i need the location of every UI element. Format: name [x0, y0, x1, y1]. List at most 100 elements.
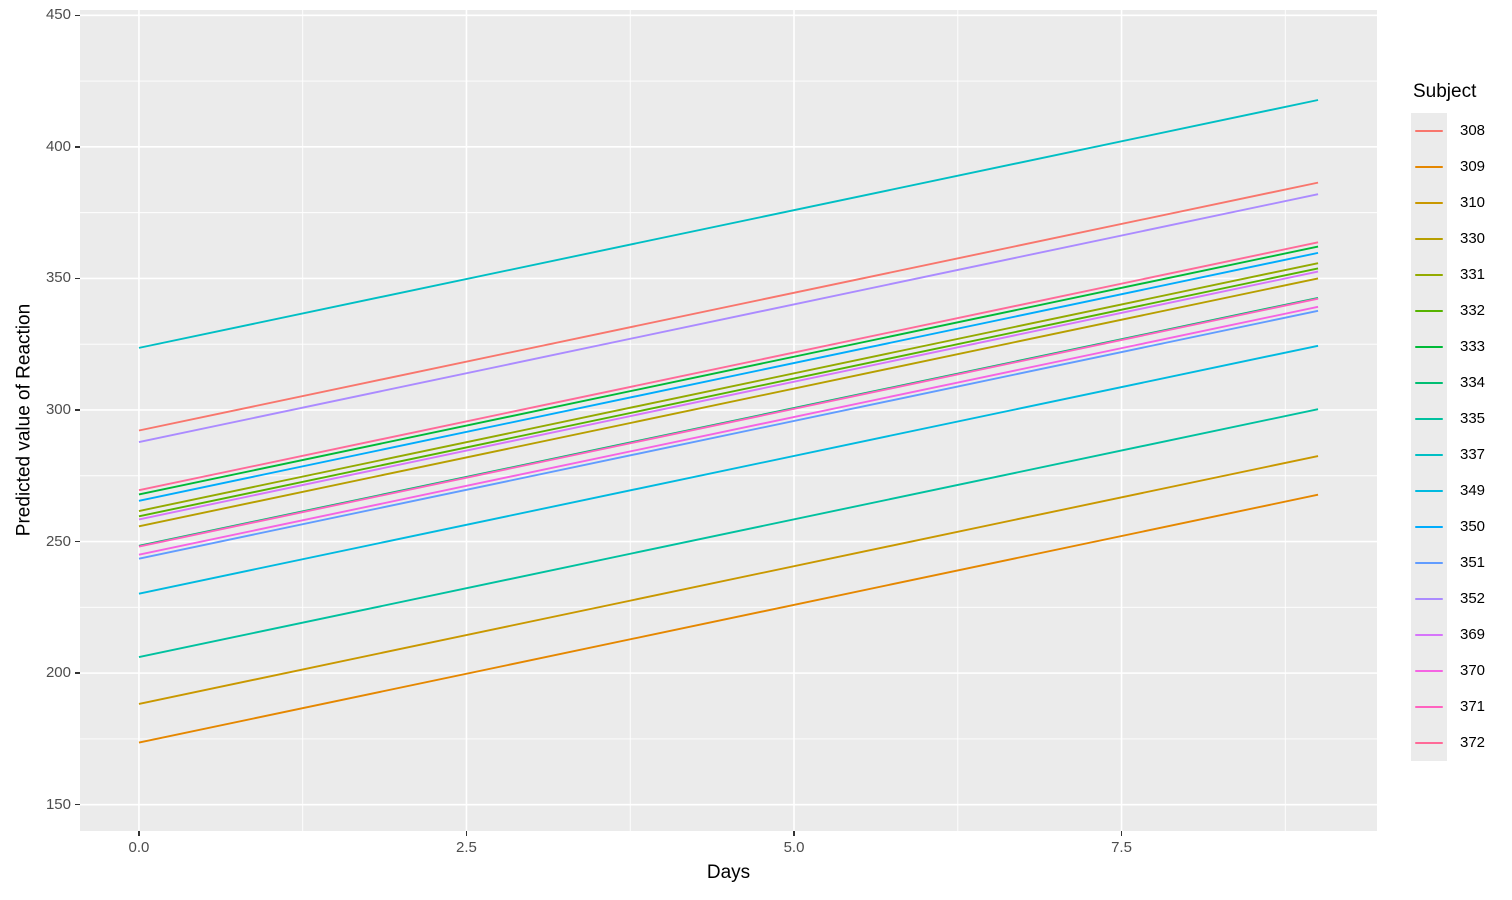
series-line-309 — [138, 493, 1319, 744]
x-tick-mark — [1120, 831, 1123, 836]
legend-line-swatch — [1415, 417, 1443, 421]
y-tick-mark — [75, 409, 80, 411]
legend-line-swatch — [1415, 489, 1443, 493]
x-tick-mark — [793, 831, 795, 836]
legend-line-swatch — [1415, 525, 1443, 529]
y-tick-mark — [75, 277, 80, 280]
legend-line-swatch — [1415, 237, 1443, 241]
legend-line-swatch — [1415, 345, 1443, 349]
legend-item: 349 — [1411, 473, 1485, 509]
series-line-331 — [138, 262, 1319, 512]
legend-line-swatch — [1415, 669, 1443, 673]
series-line-308 — [138, 181, 1319, 432]
legend-key — [1411, 257, 1447, 293]
legend-key — [1411, 509, 1447, 545]
legend-item: 370 — [1411, 653, 1485, 689]
legend-item: 331 — [1411, 257, 1485, 293]
series-line-352 — [138, 193, 1319, 444]
x-tick-label: 0.0 — [128, 839, 150, 856]
legend-label: 337 — [1460, 446, 1486, 463]
legend-key — [1411, 617, 1447, 653]
legend-item: 309 — [1411, 149, 1485, 185]
legend-label: 352 — [1460, 590, 1486, 607]
legend-item: 369 — [1411, 617, 1485, 653]
series-line-335 — [138, 408, 1319, 658]
x-tick-label: 2.5 — [456, 839, 477, 856]
legend-label: 308 — [1460, 122, 1486, 139]
legend-line-swatch — [1415, 453, 1443, 457]
series-line-371 — [138, 297, 1319, 548]
legend-item: 352 — [1411, 581, 1485, 617]
legend-label: 351 — [1460, 554, 1486, 571]
legend-line-swatch — [1415, 705, 1443, 709]
legend-title: Subject — [1413, 81, 1477, 102]
legend-key — [1411, 725, 1447, 761]
legend-item: 372 — [1411, 725, 1485, 761]
plot-panel — [80, 10, 1377, 831]
series-line-337 — [138, 99, 1319, 349]
series-line-369 — [138, 270, 1319, 521]
legend-label: 331 — [1460, 266, 1486, 283]
y-tick-mark — [75, 14, 80, 16]
legend-item: 335 — [1411, 401, 1485, 437]
legend-item: 333 — [1411, 329, 1485, 365]
legend-label: 350 — [1460, 518, 1486, 535]
x-tick-label: 5.0 — [783, 839, 805, 856]
series-line-332 — [138, 267, 1319, 518]
legend-item: 350 — [1411, 509, 1485, 545]
y-tick-label: 250 — [45, 532, 71, 550]
y-tick-label: 350 — [45, 269, 71, 287]
legend-item: 332 — [1411, 293, 1485, 329]
legend-label: 309 — [1460, 158, 1486, 175]
legend-line-swatch — [1415, 309, 1443, 313]
legend-key — [1411, 473, 1447, 509]
plot-lines-svg — [80, 10, 1377, 831]
legend-line-swatch — [1415, 561, 1443, 565]
y-tick-label: 200 — [45, 664, 71, 682]
legend-key — [1411, 653, 1447, 689]
legend-key — [1411, 401, 1447, 437]
legend-line-swatch — [1415, 129, 1443, 133]
y-tick-label: 400 — [45, 137, 71, 155]
legend-key — [1411, 329, 1447, 365]
legend-line-swatch — [1415, 381, 1443, 385]
legend-label: 332 — [1460, 302, 1486, 319]
legend: Subject 308 309 310 330 331 332 — [1411, 81, 1485, 761]
legend-key — [1411, 293, 1447, 329]
legend-items: 308 309 310 330 331 332 333 — [1411, 113, 1485, 761]
legend-line-swatch — [1415, 165, 1443, 169]
legend-label: 335 — [1460, 410, 1486, 427]
series-line-351 — [138, 309, 1319, 560]
legend-label: 310 — [1460, 194, 1486, 211]
legend-key — [1411, 545, 1447, 581]
series-line-370 — [138, 305, 1319, 556]
y-tick-label: 150 — [45, 795, 71, 813]
legend-label: 349 — [1460, 482, 1486, 499]
legend-line-swatch — [1415, 201, 1443, 205]
y-tick-label: 300 — [45, 400, 71, 418]
legend-line-swatch — [1415, 273, 1443, 277]
legend-item: 351 — [1411, 545, 1485, 581]
legend-key — [1411, 113, 1447, 149]
series-line-372 — [138, 241, 1319, 492]
legend-key — [1411, 689, 1447, 725]
legend-key — [1411, 365, 1447, 401]
y-tick-label: 450 — [45, 6, 71, 24]
series-line-350 — [138, 251, 1319, 502]
y-tick-mark — [75, 803, 80, 806]
x-tick-mark — [138, 831, 140, 836]
legend-item: 330 — [1411, 221, 1485, 257]
legend-line-swatch — [1415, 633, 1443, 637]
legend-label: 372 — [1460, 734, 1486, 751]
legend-key — [1411, 581, 1447, 617]
x-axis-title: Days — [706, 862, 751, 883]
legend-item: 371 — [1411, 689, 1485, 725]
y-axis-title: Predicted value of Reaction — [13, 303, 35, 537]
x-tick-label: 7.5 — [1111, 839, 1132, 856]
series-line-330 — [138, 277, 1319, 528]
y-tick-mark — [75, 672, 80, 674]
series-line-349 — [138, 344, 1319, 595]
legend-label: 370 — [1460, 662, 1486, 679]
legend-key — [1411, 221, 1447, 257]
